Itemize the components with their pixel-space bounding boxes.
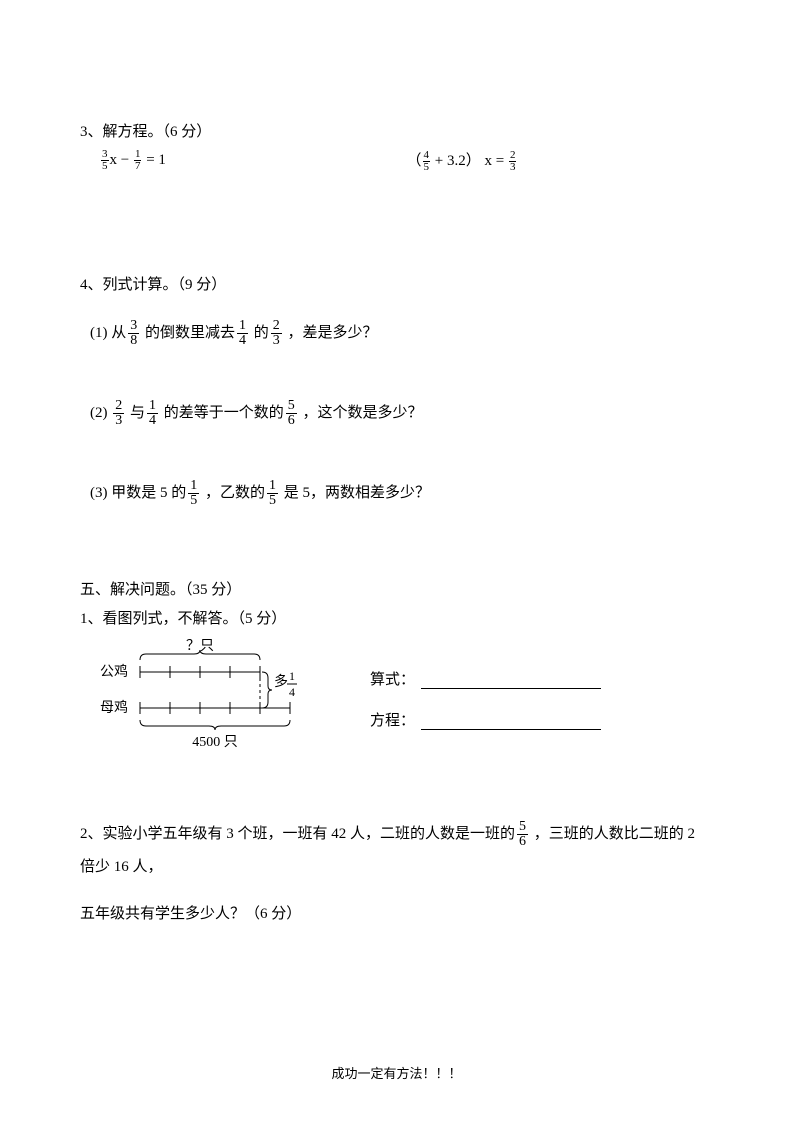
svg-text:4500 只: 4500 只 <box>192 735 238 750</box>
svg-text:1: 1 <box>289 669 295 683</box>
q3-equations: 35x − 17 = 1 （45 + 3.2） x = 23 <box>80 149 713 173</box>
answer-lines: 算式： 方程： <box>370 668 601 750</box>
page-footer: 成功一定有方法！！！ <box>0 1063 793 1082</box>
q4-p3: (3) 甲数是 5 的15 ，乙数的15 是 5，两数相差多少？ <box>80 478 713 508</box>
blank-eq[interactable] <box>421 716 601 730</box>
tape-diagram: ？只 公鸡 多 1 4 母鸡 <box>90 638 330 758</box>
q3-eq1: 35x − 17 = 1 <box>100 149 407 173</box>
q5-p1-area: ？只 公鸡 多 1 4 母鸡 <box>80 638 713 758</box>
q5-p2: 2、实验小学五年级有 3 个班，一班有 42 人，二班的人数是一班的56 ，三班… <box>80 818 713 931</box>
svg-text:4: 4 <box>289 685 295 699</box>
svg-text:母鸡: 母鸡 <box>100 699 128 716</box>
q4-title: 4、列式计算。（9 分） <box>80 273 713 294</box>
label-equation-eq: 方程： <box>370 709 415 730</box>
q5-p1-text: 1、看图列式，不解答。（5 分） <box>80 607 713 628</box>
q4-p2: (2) 23 与14 的差等于一个数的56 ，这个数是多少？ <box>80 398 713 428</box>
q5-title: 五、解决问题。（35 分） <box>80 578 713 599</box>
q3-title: 3、解方程。（6 分） <box>80 120 713 141</box>
q4-p1: (1) 从38 的倒数里减去14 的23 ，差是多少？ <box>80 318 713 348</box>
label-equation-arith: 算式： <box>370 668 415 689</box>
blank-arith[interactable] <box>421 675 601 689</box>
svg-text:多: 多 <box>274 673 288 690</box>
svg-text:公鸡: 公鸡 <box>100 663 128 680</box>
q3-eq2: （45 + 3.2） x = 23 <box>407 149 714 173</box>
